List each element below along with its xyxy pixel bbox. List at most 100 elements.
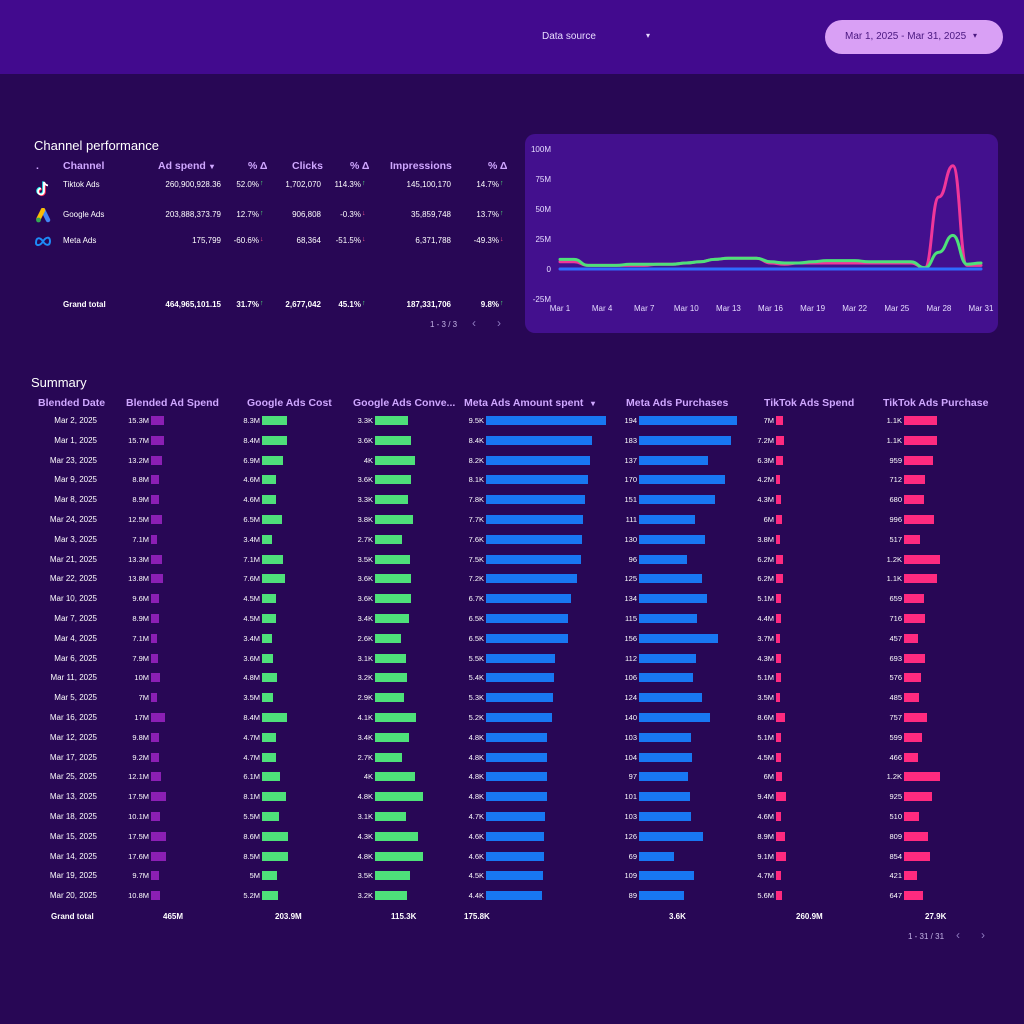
table-row[interactable]: Mar 16, 2025 17M 8.4M 4.1K 5.2K 140 8.6M 757 <box>0 713 1024 733</box>
google-ads-conversions-value: 3.1K <box>357 653 373 663</box>
table-row[interactable]: Mar 15, 2025 17.5M 8.6M 4.3K 4.6K 126 8.9M 809 <box>0 831 1024 852</box>
table-row[interactable]: Mar 11, 2025 10M 4.8M 3.2K 5.4K 106 5.1M 576 <box>0 673 1024 693</box>
tiktok-ads-purchase-bar <box>904 752 918 762</box>
table-row[interactable]: Mar 4, 2025 7.1M 3.4M 2.6K 6.5K 156 3.7M 457 <box>0 633 1024 654</box>
table-row[interactable]: Mar 10, 2025 9.6M 4.5M 3.6K 6.7K 134 5.1M 659 <box>0 594 1024 614</box>
google-ads-conversions-value: 3.6K <box>357 435 373 445</box>
col-google-ads-cost[interactable]: Google Ads Cost <box>247 397 332 409</box>
google-ads-cost-bar <box>262 594 276 604</box>
table-row[interactable]: Mar 9, 2025 8.8M 4.6M 3.6K 8.1K 170 4.2M 712 <box>0 475 1024 495</box>
data-source-dropdown[interactable]: Data source <box>542 31 596 42</box>
table-row[interactable]: Mar 5, 2025 7M 3.5M 2.9K 5.3K 124 3.5M 485 <box>0 693 1024 713</box>
col-meta-ads-amount-spent[interactable]: Meta Ads Amount spent <box>464 397 584 409</box>
col-clicks-delta[interactable]: % Δ <box>350 160 370 172</box>
col-ad-spend[interactable]: Ad spend <box>158 160 206 172</box>
col-meta-ads-purchases[interactable]: Meta Ads Purchases <box>626 397 729 409</box>
table-row[interactable]: Mar 17, 2025 9.2M 4.7M 2.7K 4.8K 104 4.5M 466 <box>0 752 1024 773</box>
blended-ad-spend-bar <box>151 435 165 445</box>
col-clicks[interactable]: Clicks <box>292 160 323 172</box>
meta-ads-purchases-value: 183 <box>624 435 637 445</box>
table-row[interactable]: Mar 25, 2025 12.1M 6.1M 4K 4.8K 97 6M 1.2K <box>0 772 1024 792</box>
blended-ad-spend-value: 13.8M <box>128 574 149 584</box>
meta-ads-purchases-value: 126 <box>624 831 637 841</box>
col-impressions-delta[interactable]: % Δ <box>488 160 508 172</box>
google-ads-cost-value: 4.6M <box>243 495 260 505</box>
col-channel[interactable]: Channel <box>63 160 105 172</box>
google-ads-cost-bar <box>262 633 273 643</box>
meta-ads-purchases-bar <box>639 812 692 821</box>
blended-ad-spend-value: 7.9M <box>132 653 149 663</box>
google-ads-cost-bar <box>262 831 288 841</box>
table-row[interactable]: Mar 20, 2025 10.8M 5.2M 3.2K 4.4K 89 5.6M 647 <box>0 891 1024 911</box>
google-ads-conversions-bar <box>375 713 416 722</box>
meta-ads-purchases-bar <box>639 831 703 841</box>
date-range-picker[interactable]: Mar 1, 2025 - Mar 31, 2025 ▾ <box>825 20 1003 54</box>
table-row[interactable]: Mar 19, 2025 9.7M 5M 3.5K 4.5K 109 4.7M 421 <box>0 871 1024 891</box>
table-row[interactable]: Mar 14, 2025 17.6M 8.5M 4.8K 4.6K 69 9.1M 854 <box>0 851 1024 872</box>
meta-ads-purchases-value: 125 <box>624 574 637 584</box>
blended-ad-spend-value: 10.1M <box>128 812 149 821</box>
blended-ad-spend-bar <box>151 693 157 703</box>
tiktok-ads-spend-bar <box>776 475 781 485</box>
date-range-text[interactable]: Mar 1, 2025 - Mar 31, 2025 <box>845 31 967 42</box>
tiktok-ads-purchase-value: 716 <box>889 614 902 623</box>
caret-down-icon[interactable]: ▾ <box>646 31 651 40</box>
arrow-up-icon: ↑ <box>260 180 264 187</box>
blended-ad-spend-value: 7.1M <box>132 633 149 643</box>
blended-ad-spend-value: 17.5M <box>128 831 149 841</box>
google-ads-cost-bar <box>262 851 288 861</box>
meta-ads-purchases-value: 111 <box>625 515 637 524</box>
col-google-ads-conversions[interactable]: Google Ads Conve... <box>353 397 456 409</box>
google-ads-conversions-value: 2.6K <box>357 633 373 643</box>
meta-ads-purchases-value: 69 <box>628 851 637 861</box>
table-row[interactable]: Mar 22, 2025 13.8M 7.6M 3.6K 7.2K 125 6.2M 1.1K <box>0 574 1024 594</box>
tiktok-ads-purchase-value: 576 <box>889 673 902 683</box>
row-date: Mar 8, 2025 <box>54 495 97 505</box>
col-tiktok-ads-purchase[interactable]: TikTok Ads Purchase <box>883 397 989 409</box>
google-ads-cost-bar <box>262 812 279 821</box>
chevron-right-icon[interactable]: › <box>981 928 985 942</box>
table-row[interactable]: Mar 7, 2025 8.9M 4.5M 3.4K 6.5K 115 4.4M 716 <box>0 614 1024 634</box>
col-impressions[interactable]: Impressions <box>390 160 452 172</box>
table-row[interactable]: Mar 1, 2025 15.7M 8.4M 3.6K 8.4K 183 7.2M 1.1K <box>0 435 1024 456</box>
google-ads-conversions-bar <box>375 851 423 861</box>
y-tick-label: 0 <box>547 265 552 274</box>
google-ads-cost-value: 7.6M <box>243 574 260 584</box>
summary-pagination: 1 - 31 / 31 <box>908 932 945 941</box>
table-row[interactable]: Mar 24, 2025 12.5M 6.5M 3.8K 7.7K 111 6M 996 <box>0 515 1024 535</box>
ad-spend-delta: -60.6% <box>233 236 259 245</box>
meta-ads-purchases-bar <box>639 633 718 643</box>
chevron-left-icon[interactable]: ‹ <box>472 316 476 330</box>
tiktok-ads-purchase-bar <box>904 851 930 861</box>
col-ad-spend-delta[interactable]: % Δ <box>248 160 268 172</box>
col-tiktok-ads-spend[interactable]: TikTok Ads Spend <box>764 397 855 409</box>
meta-ads-amount-spent-value: 4.8K <box>468 792 484 802</box>
tiktok-ads-purchase-value: 599 <box>889 732 902 742</box>
tiktok-ads-purchase-value: 959 <box>889 455 902 465</box>
tiktok-ads-spend-value: 6M <box>763 515 774 524</box>
col-blended-date[interactable]: Blended Date <box>38 397 106 409</box>
tiktok-ads-purchase-bar <box>904 673 922 683</box>
col-blended-ad-spend[interactable]: Blended Ad Spend <box>126 397 219 409</box>
caret-down-icon[interactable]: ▾ <box>973 31 978 40</box>
sort-desc-icon[interactable]: ▾ <box>210 162 215 171</box>
table-row[interactable]: Mar 2, 2025 15.3M 8.3M 3.3K 9.5K 194 7M 1.1K <box>0 416 1024 436</box>
table-row[interactable]: Mar 8, 2025 8.9M 4.6M 3.3K 7.8K 151 4.3M 680 <box>0 495 1024 515</box>
google-ads-conversions-value: 4.3K <box>357 831 373 841</box>
sort-desc-icon[interactable]: ▾ <box>591 399 596 408</box>
table-row[interactable]: Mar 18, 2025 10.1M 5.5M 3.1K 4.7K 103 4.6M 510 <box>0 812 1024 832</box>
meta-ads-purchases-bar <box>639 891 684 901</box>
tiktok-ads-purchase-bar <box>904 693 919 703</box>
table-row[interactable]: Mar 3, 2025 7.1M 3.4M 2.7K 7.6K 130 3.8M 517 <box>0 534 1024 555</box>
tiktok-ads-spend-value: 4.2M <box>757 475 774 485</box>
table-row[interactable]: Mar 12, 2025 9.8M 4.7M 3.4K 4.8K 103 5.1M 599 <box>0 732 1024 753</box>
meta-ads-purchases-bar <box>639 455 709 465</box>
table-row[interactable]: Mar 13, 2025 17.5M 8.1M 4.8K 4.8K 101 9.4M 925 <box>0 792 1024 812</box>
table-row[interactable]: Mar 23, 2025 13.2M 6.9M 4K 8.2K 137 6.3M 959 <box>0 455 1024 476</box>
table-row[interactable]: Mar 6, 2025 7.9M 3.6M 3.1K 5.5K 112 4.3M 693 <box>0 653 1024 674</box>
ad-spend: 175,799 <box>192 236 221 245</box>
chevron-right-icon[interactable]: › <box>497 316 501 330</box>
chevron-left-icon[interactable]: ‹ <box>956 928 960 942</box>
meta-ads-amount-spent-bar <box>486 851 545 861</box>
table-row[interactable]: Mar 21, 2025 13.3M 7.1M 3.5K 7.5K 96 6.2M 1.2K <box>0 554 1024 575</box>
